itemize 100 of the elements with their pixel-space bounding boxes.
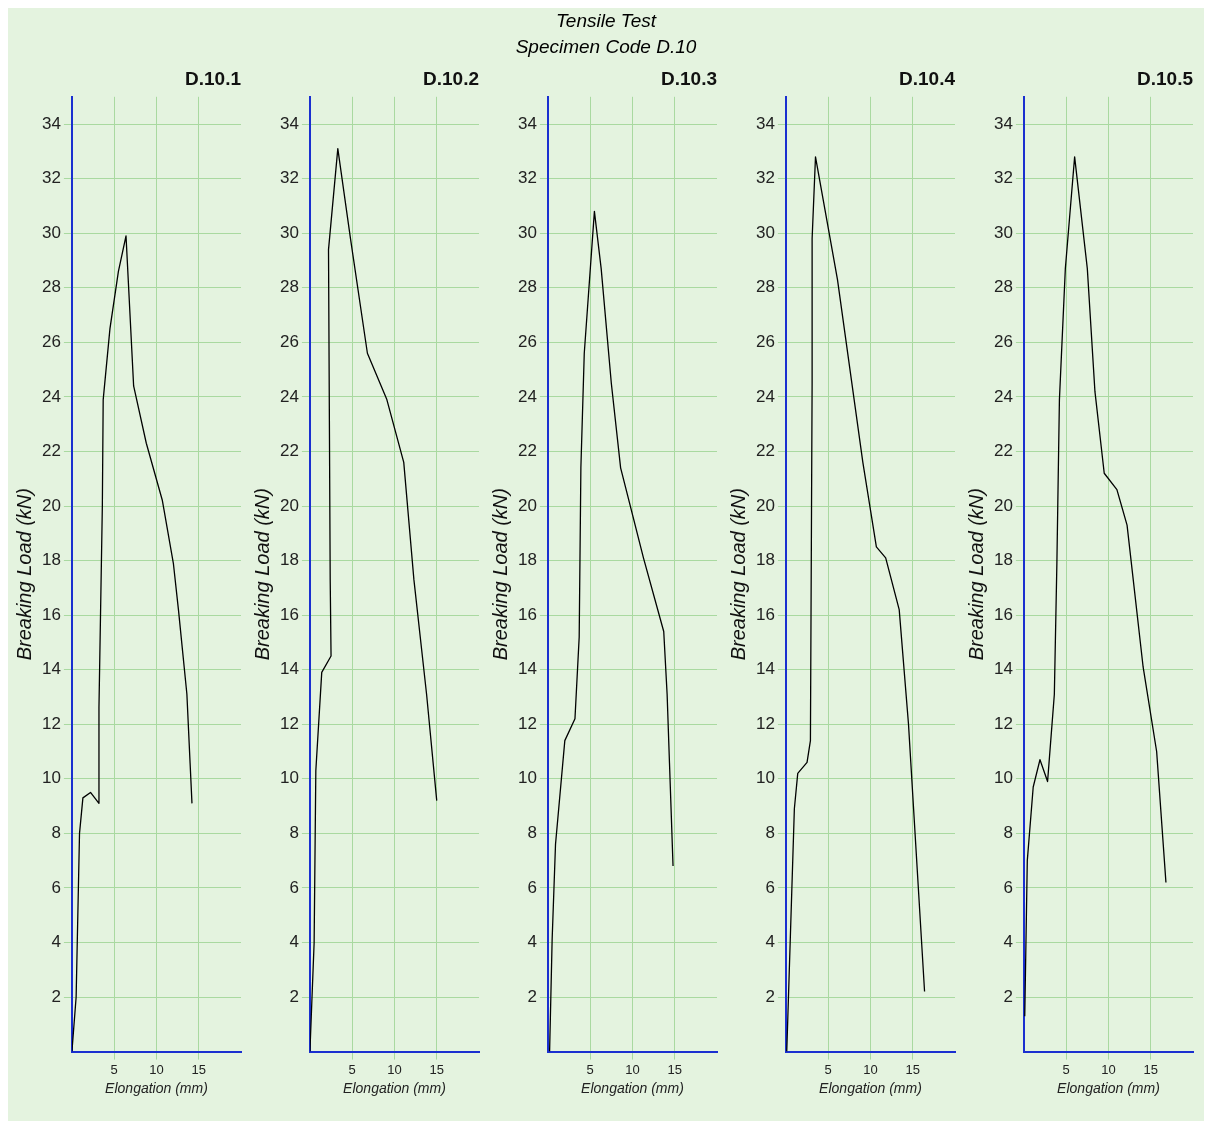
y-tick-label: 2 xyxy=(289,986,299,1006)
y-tick-label: 10 xyxy=(755,768,775,788)
x-tick-label: 10 xyxy=(1101,1061,1116,1077)
y-axis-title: Breaking Load (kN) xyxy=(250,488,273,661)
y-tick-label: 2 xyxy=(1003,986,1013,1006)
y-tick-label: 10 xyxy=(279,768,299,788)
y-tick-label: 6 xyxy=(1003,877,1013,897)
y-tick-label: 12 xyxy=(517,713,537,733)
x-tick-label: 15 xyxy=(667,1061,682,1077)
y-tick-label: 34 xyxy=(517,113,537,133)
chart-title: D.10.5 xyxy=(1137,67,1194,89)
y-tick-label: 34 xyxy=(755,113,775,133)
y-tick-label: 34 xyxy=(41,113,61,133)
y-tick-label: 14 xyxy=(755,659,775,679)
y-tick-label: 10 xyxy=(517,768,537,788)
y-tick-label: 24 xyxy=(41,386,61,406)
y-tick-label: 30 xyxy=(755,222,775,242)
y-tick-label: 8 xyxy=(51,823,61,843)
y-tick-label: 12 xyxy=(755,713,775,733)
y-tick-label: 22 xyxy=(41,441,61,461)
y-tick-label: 16 xyxy=(517,604,537,624)
x-tick-label: 15 xyxy=(905,1061,920,1077)
y-tick-label: 24 xyxy=(755,386,775,406)
y-tick-label: 26 xyxy=(279,332,299,352)
y-tick-label: 16 xyxy=(41,604,61,624)
y-tick-label: 32 xyxy=(755,168,775,188)
y-tick-label: 32 xyxy=(517,168,537,188)
y-tick-label: 34 xyxy=(993,113,1013,133)
chart-title: D.10.2 xyxy=(423,67,479,89)
text: Tensile Test xyxy=(555,9,658,33)
x-axis-title: Elongation (mm) xyxy=(1057,1080,1160,1097)
chart-title: D.10.1 xyxy=(185,67,242,89)
y-tick-label: 28 xyxy=(517,277,537,297)
y-tick-label: 6 xyxy=(527,877,537,897)
y-tick-label: 20 xyxy=(755,495,775,515)
chart-title: D.10.3 xyxy=(661,67,717,89)
y-axis-title: Breaking Load (kN) xyxy=(726,488,749,661)
y-tick-label: 18 xyxy=(993,550,1013,570)
y-tick-label: 20 xyxy=(517,495,537,515)
x-tick-label: 15 xyxy=(191,1061,206,1077)
x-tick-label: 5 xyxy=(348,1061,356,1077)
x-tick-label: 5 xyxy=(824,1061,832,1077)
y-tick-label: 24 xyxy=(279,386,299,406)
y-tick-label: 26 xyxy=(517,332,537,352)
y-tick-label: 26 xyxy=(993,332,1013,352)
y-tick-label: 12 xyxy=(41,713,61,733)
y-tick-label: 2 xyxy=(51,986,61,1006)
y-tick-label: 18 xyxy=(755,550,775,570)
x-axis-title: Elongation (mm) xyxy=(105,1080,208,1097)
y-tick-label: 26 xyxy=(755,332,775,352)
y-tick-label: 4 xyxy=(1003,932,1013,952)
chart-title: D.10.4 xyxy=(899,67,956,89)
y-tick-label: 14 xyxy=(517,659,537,679)
y-tick-label: 20 xyxy=(279,495,299,515)
y-tick-label: 16 xyxy=(993,604,1013,624)
y-tick-label: 20 xyxy=(41,495,61,515)
y-tick-label: 26 xyxy=(41,332,61,352)
y-tick-label: 8 xyxy=(289,823,299,843)
y-tick-label: 24 xyxy=(517,386,537,406)
y-tick-label: 22 xyxy=(993,441,1013,461)
y-tick-label: 32 xyxy=(41,168,61,188)
y-tick-label: 2 xyxy=(527,986,537,1006)
y-tick-label: 30 xyxy=(279,222,299,242)
y-tick-label: 18 xyxy=(279,550,299,570)
y-tick-label: 2 xyxy=(765,986,775,1006)
x-axis-title: Elongation (mm) xyxy=(581,1080,684,1097)
y-tick-label: 16 xyxy=(755,604,775,624)
y-tick-label: 6 xyxy=(51,877,61,897)
x-tick-label: 15 xyxy=(429,1061,444,1077)
y-tick-label: 32 xyxy=(279,168,299,188)
x-axis-title: Elongation (mm) xyxy=(343,1080,446,1097)
x-tick-label: 10 xyxy=(387,1061,402,1077)
y-tick-label: 12 xyxy=(993,713,1013,733)
x-axis-title: Elongation (mm) xyxy=(819,1080,922,1097)
y-tick-label: 34 xyxy=(279,113,299,133)
y-tick-label: 28 xyxy=(279,277,299,297)
y-tick-label: 12 xyxy=(279,713,299,733)
y-tick-label: 4 xyxy=(51,932,61,952)
y-tick-label: 20 xyxy=(993,495,1013,515)
y-tick-label: 28 xyxy=(755,277,775,297)
y-tick-label: 8 xyxy=(1003,823,1013,843)
y-tick-label: 14 xyxy=(279,659,299,679)
y-axis-title: Breaking Load (kN) xyxy=(488,488,511,661)
y-tick-label: 14 xyxy=(993,659,1013,679)
y-tick-label: 30 xyxy=(993,222,1013,242)
y-tick-label: 30 xyxy=(41,222,61,242)
y-tick-label: 6 xyxy=(289,877,299,897)
y-tick-label: 22 xyxy=(755,441,775,461)
text: Specimen Code D.10 xyxy=(514,35,698,59)
y-tick-label: 10 xyxy=(41,768,61,788)
x-tick-label: 10 xyxy=(863,1061,878,1077)
y-tick-label: 24 xyxy=(993,386,1013,406)
y-tick-label: 22 xyxy=(279,441,299,461)
x-tick-label: 5 xyxy=(1062,1061,1070,1077)
y-tick-label: 8 xyxy=(527,823,537,843)
y-tick-label: 4 xyxy=(527,932,537,952)
y-tick-label: 4 xyxy=(765,932,775,952)
y-tick-label: 4 xyxy=(289,932,299,952)
y-axis-title: Breaking Load (kN) xyxy=(12,488,35,661)
y-tick-label: 18 xyxy=(517,550,537,570)
